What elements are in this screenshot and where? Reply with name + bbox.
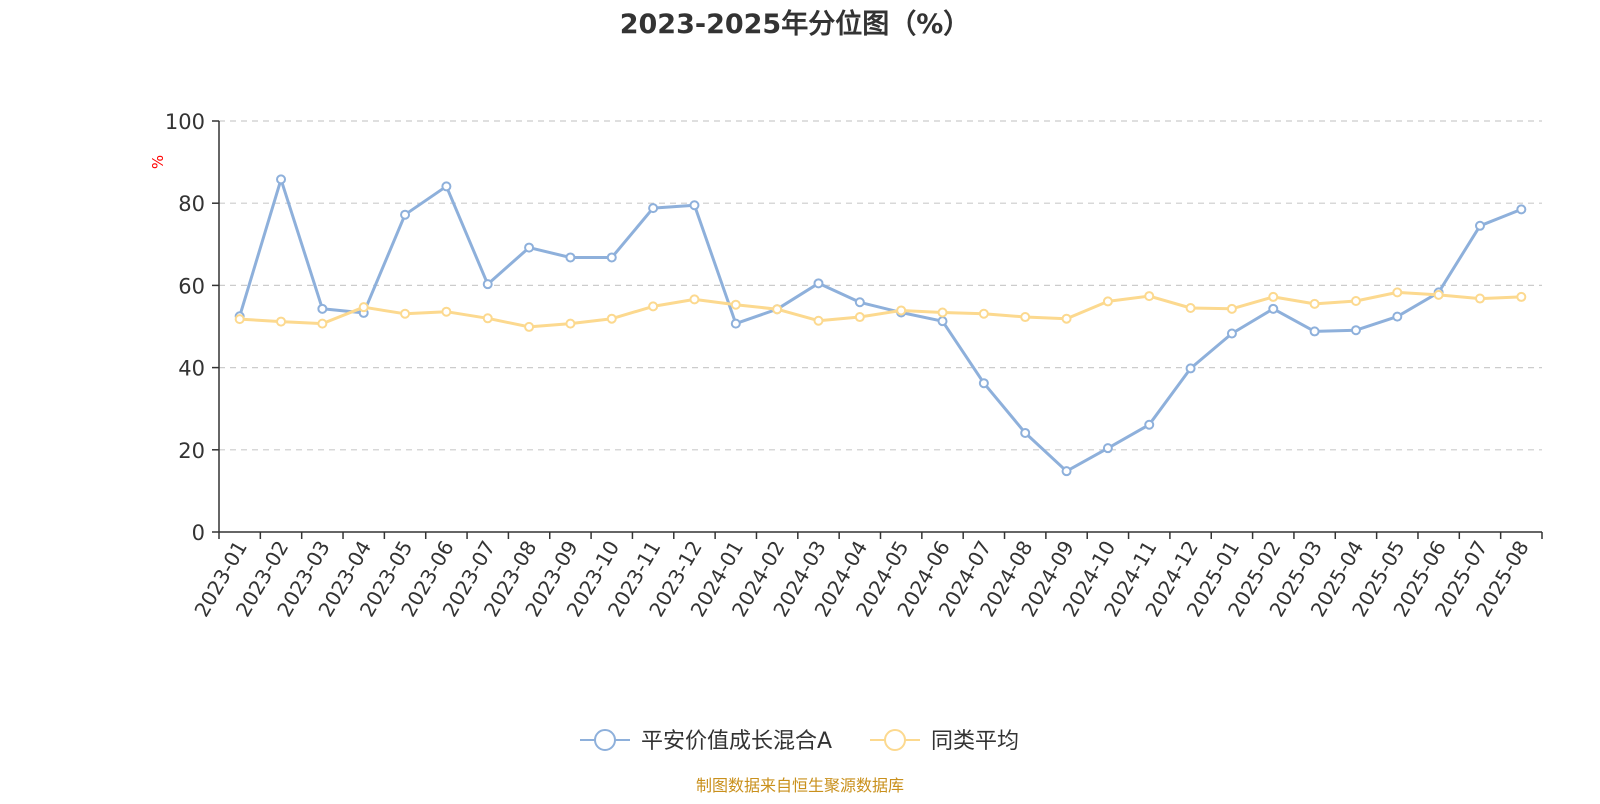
data-point[interactable] <box>400 209 411 220</box>
legend-label: 同类平均 <box>931 729 1019 754</box>
data-point[interactable] <box>565 318 576 329</box>
data-point[interactable] <box>234 314 245 325</box>
data-point[interactable] <box>1144 291 1155 302</box>
y-tick-label: 100 <box>165 110 205 134</box>
data-point[interactable] <box>317 318 328 329</box>
data-point[interactable] <box>1226 328 1237 339</box>
legend-item[interactable]: 平安价值成长混合A <box>580 729 832 754</box>
data-point[interactable] <box>1516 204 1527 215</box>
data-point[interactable] <box>854 297 865 308</box>
data-point[interactable] <box>1350 325 1361 336</box>
data-point[interactable] <box>482 279 493 290</box>
data-point[interactable] <box>937 316 948 327</box>
data-point[interactable] <box>1102 296 1113 307</box>
data-point[interactable] <box>1061 313 1072 324</box>
data-point[interactable] <box>937 307 948 318</box>
data-point[interactable] <box>1020 427 1031 438</box>
data-point[interactable] <box>730 318 741 329</box>
data-point[interactable] <box>1185 363 1196 374</box>
data-point[interactable] <box>441 306 452 317</box>
data-point[interactable] <box>1516 291 1527 302</box>
series-line <box>238 177 1523 473</box>
y-tick-label: 20 <box>178 439 205 463</box>
data-point[interactable] <box>1350 296 1361 307</box>
data-point[interactable] <box>276 316 287 327</box>
y-tick-label: 0 <box>192 521 205 545</box>
data-point[interactable] <box>1061 466 1072 477</box>
data-point[interactable] <box>441 181 452 192</box>
data-point[interactable] <box>1433 289 1444 300</box>
data-point[interactable] <box>317 303 328 314</box>
data-point[interactable] <box>896 305 907 316</box>
data-point[interactable] <box>1474 220 1485 231</box>
data-point[interactable] <box>1392 287 1403 298</box>
series-layer <box>234 174 1527 477</box>
data-point[interactable] <box>730 299 741 310</box>
source-note: 制图数据来自恒生聚源数据库 <box>696 776 904 795</box>
series-1 <box>234 174 1527 477</box>
series-line <box>238 290 1523 329</box>
data-point[interactable] <box>648 301 659 312</box>
data-point[interactable] <box>689 200 700 211</box>
data-point[interactable] <box>1309 326 1320 337</box>
data-point[interactable] <box>772 304 783 315</box>
data-point[interactable] <box>482 313 493 324</box>
data-point[interactable] <box>1268 291 1279 302</box>
chart-title: 2023-2025年分位图（%） <box>620 8 971 40</box>
legend-marker-icon <box>884 729 906 751</box>
legend-marker-icon <box>594 729 616 751</box>
data-point[interactable] <box>276 174 287 185</box>
data-point[interactable] <box>400 308 411 319</box>
data-point[interactable] <box>1392 311 1403 322</box>
data-point[interactable] <box>978 308 989 319</box>
axis-layer: 0204060801002023-012023-022023-032023-04… <box>165 110 1543 621</box>
data-point[interactable] <box>1268 303 1279 314</box>
legend-label: 平安价值成长混合A <box>641 729 832 754</box>
y-tick-label: 80 <box>178 192 205 216</box>
data-point[interactable] <box>813 278 824 289</box>
grid-layer <box>219 120 1542 451</box>
data-point[interactable] <box>1102 443 1113 454</box>
data-point[interactable] <box>1226 303 1237 314</box>
data-point[interactable] <box>524 242 535 253</box>
data-point[interactable] <box>565 252 576 263</box>
data-point[interactable] <box>1474 293 1485 304</box>
data-point[interactable] <box>689 294 700 305</box>
legend-item[interactable]: 同类平均 <box>870 729 1019 754</box>
data-point[interactable] <box>1185 303 1196 314</box>
data-point[interactable] <box>606 252 617 263</box>
legend[interactable]: 平安价值成长混合A 同类平均 <box>580 729 1019 754</box>
data-point[interactable] <box>606 313 617 324</box>
data-point[interactable] <box>1144 419 1155 430</box>
y-axis-label: % <box>149 155 167 169</box>
data-point[interactable] <box>813 315 824 326</box>
data-point[interactable] <box>978 378 989 389</box>
data-point[interactable] <box>648 203 659 214</box>
data-point[interactable] <box>854 312 865 323</box>
y-tick-label: 60 <box>178 274 205 298</box>
data-point[interactable] <box>358 302 369 313</box>
data-point[interactable] <box>1309 298 1320 309</box>
y-tick-label: 40 <box>178 357 205 381</box>
data-point[interactable] <box>1020 312 1031 323</box>
data-point[interactable] <box>524 321 535 332</box>
series-2 <box>234 287 1527 332</box>
